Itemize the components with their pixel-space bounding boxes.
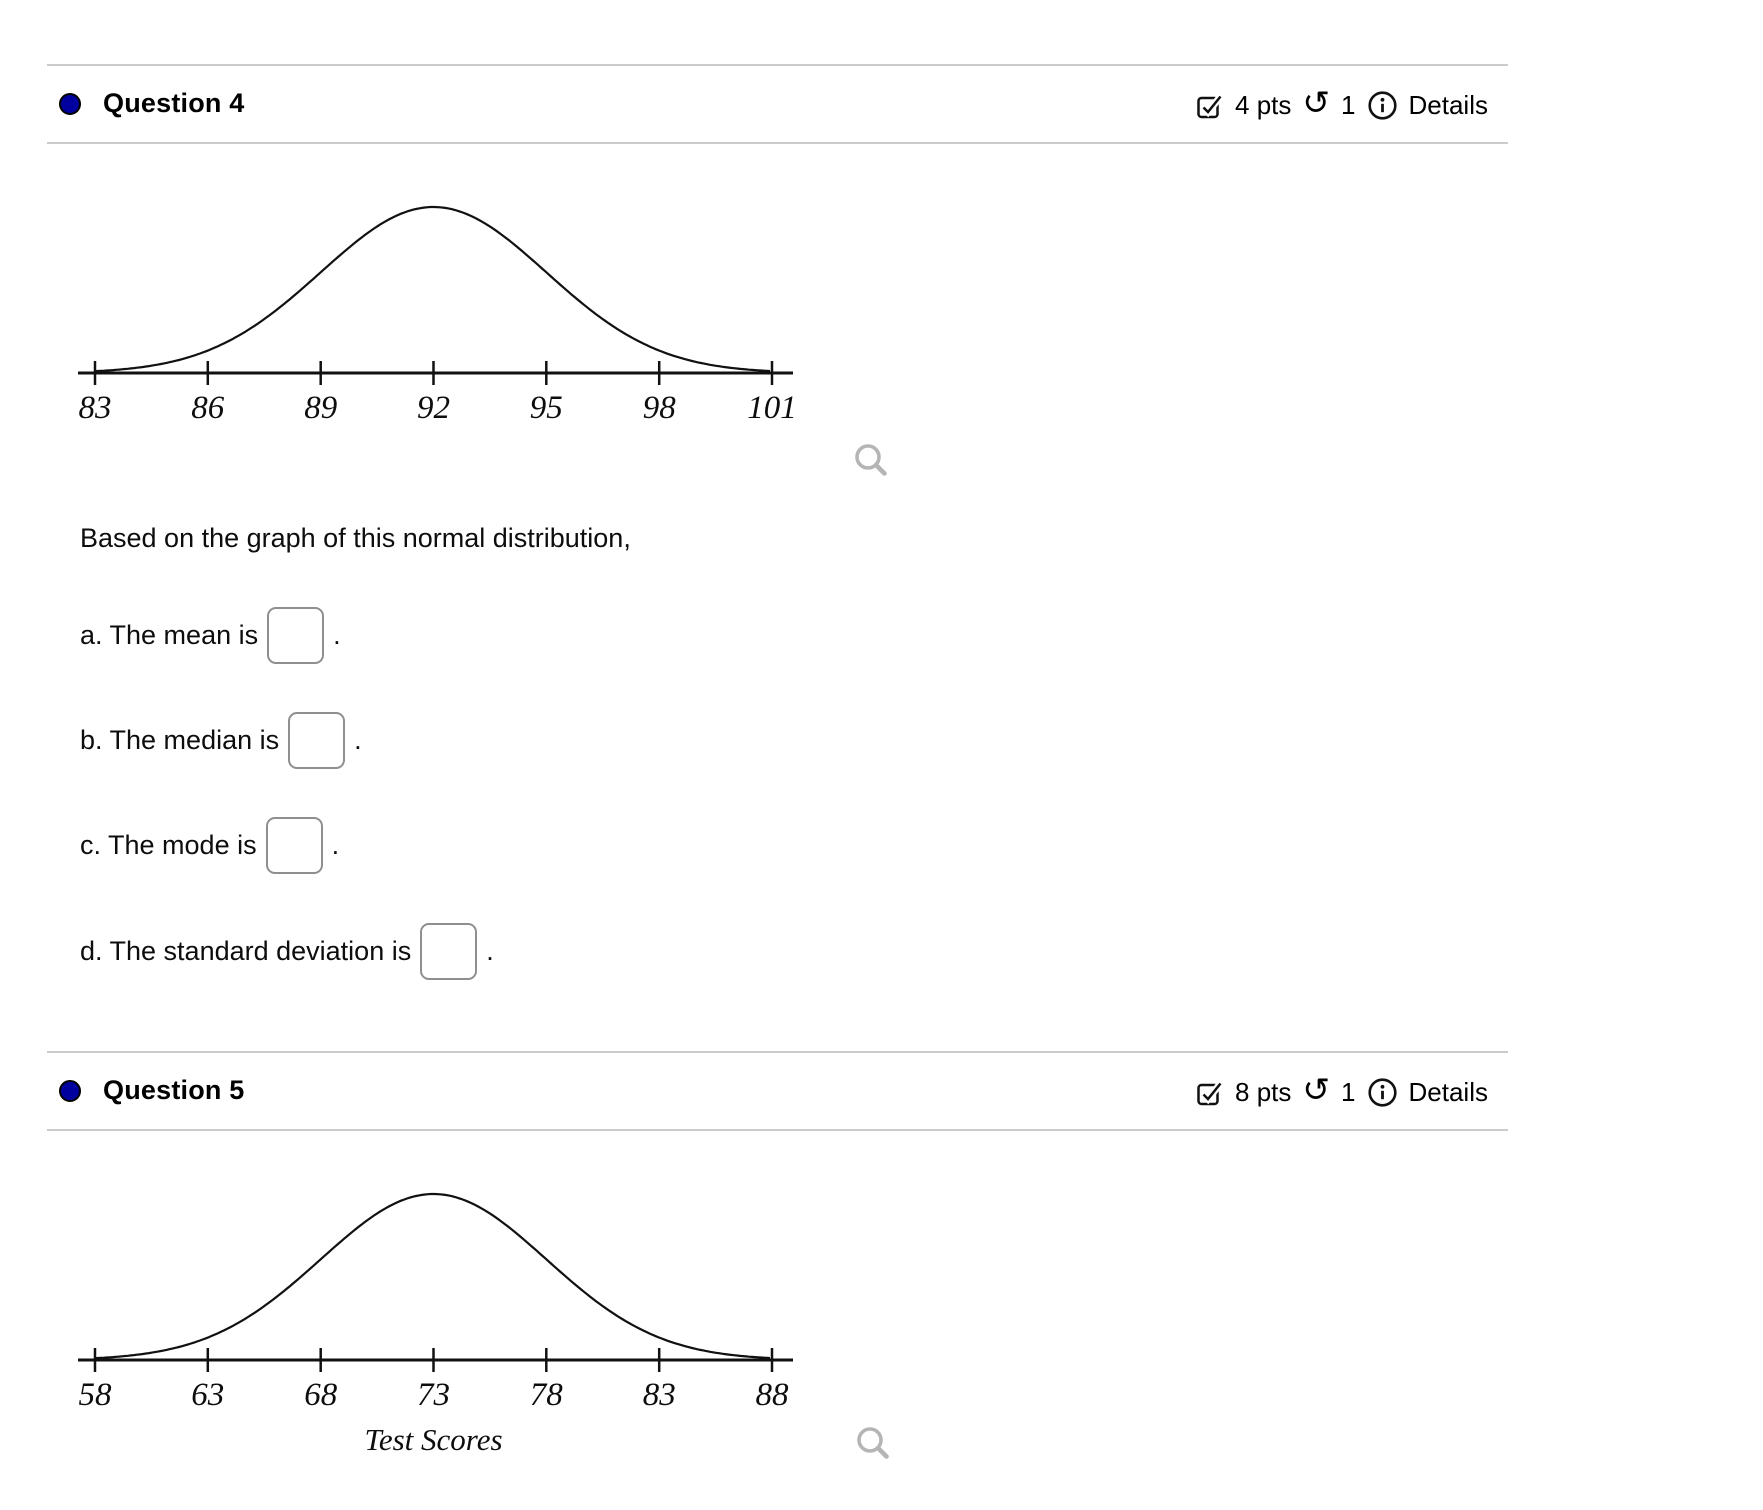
magnifier-icon[interactable] (853, 442, 891, 487)
info-icon[interactable] (1367, 1077, 1398, 1108)
mode-input[interactable] (265, 816, 323, 874)
divider (47, 1051, 1508, 1053)
tick-label: 101 (747, 390, 794, 426)
divider (47, 142, 1508, 144)
tick-label: 78 (530, 1377, 564, 1413)
tick-label: 83 (79, 390, 112, 426)
details-link[interactable]: Details (1408, 1076, 1488, 1107)
bell-curve (94, 1192, 771, 1360)
median-input[interactable] (288, 711, 346, 769)
std-dev-input[interactable] (420, 922, 478, 980)
answer-label: d. The standard deviation is (80, 935, 412, 966)
question-status-dot (59, 1080, 81, 1102)
answer-suffix: . (486, 935, 494, 966)
check-square-icon (1196, 91, 1224, 120)
tick-label: 68 (304, 1377, 338, 1413)
points-label: 8 pts (1235, 1076, 1292, 1107)
x-axis-title: Test Scores (364, 1422, 502, 1457)
answer-row-mode: c. The mode is . (80, 816, 339, 874)
divider (47, 1129, 1508, 1131)
tick-label: 83 (643, 1377, 676, 1413)
answer-suffix: . (354, 724, 362, 755)
tick-label: 88 (756, 1377, 790, 1413)
answer-suffix: . (333, 619, 341, 650)
bell-curve (94, 205, 771, 373)
answer-label: c. The mode is (80, 829, 257, 860)
question-title: Question 5 (103, 1075, 245, 1105)
answer-row-std-dev: d. The standard deviation is . (80, 922, 494, 980)
answer-row-median: b. The median is . (80, 711, 362, 769)
attempts-count: 1 (1341, 1076, 1356, 1107)
attempts-count: 1 (1341, 89, 1356, 120)
tick-label: 63 (191, 1377, 224, 1413)
tick-label: 58 (79, 1377, 113, 1413)
info-icon[interactable] (1367, 90, 1398, 121)
answer-row-mean: a. The mean is . (80, 606, 341, 664)
tick-label: 89 (304, 390, 337, 426)
question-prompt: Based on the graph of this normal distri… (80, 523, 631, 553)
divider (47, 64, 1508, 66)
tick-label: 86 (191, 390, 225, 426)
normal-distribution-graph-q5: 58 63 68 73 78 83 88 Test Scores (78, 1192, 793, 1457)
details-link[interactable]: Details (1408, 89, 1488, 120)
question-status-dot (59, 93, 81, 115)
normal-distribution-graph-q4: 83 86 89 92 95 98 101 (78, 205, 794, 426)
question-meta-bar: 4 pts ↺ 1 Details (1196, 85, 1488, 125)
magnifier-icon[interactable] (855, 1425, 893, 1470)
mean-input[interactable] (267, 606, 325, 664)
tick-label: 95 (530, 390, 563, 426)
question-meta-bar: 8 pts ↺ 1 Details (1196, 1072, 1488, 1112)
tick-label: 98 (643, 390, 677, 426)
answer-label: a. The mean is (80, 619, 259, 650)
undo-icon: ↺ (1302, 1070, 1331, 1109)
check-square-icon (1196, 1078, 1224, 1107)
question-title: Question 4 (103, 88, 245, 118)
tick-label: 92 (417, 390, 450, 426)
answer-suffix: . (331, 829, 340, 860)
points-label: 4 pts (1235, 89, 1292, 120)
undo-icon: ↺ (1302, 83, 1331, 122)
answer-label: b. The median is (80, 724, 280, 755)
tick-label: 73 (417, 1377, 450, 1413)
